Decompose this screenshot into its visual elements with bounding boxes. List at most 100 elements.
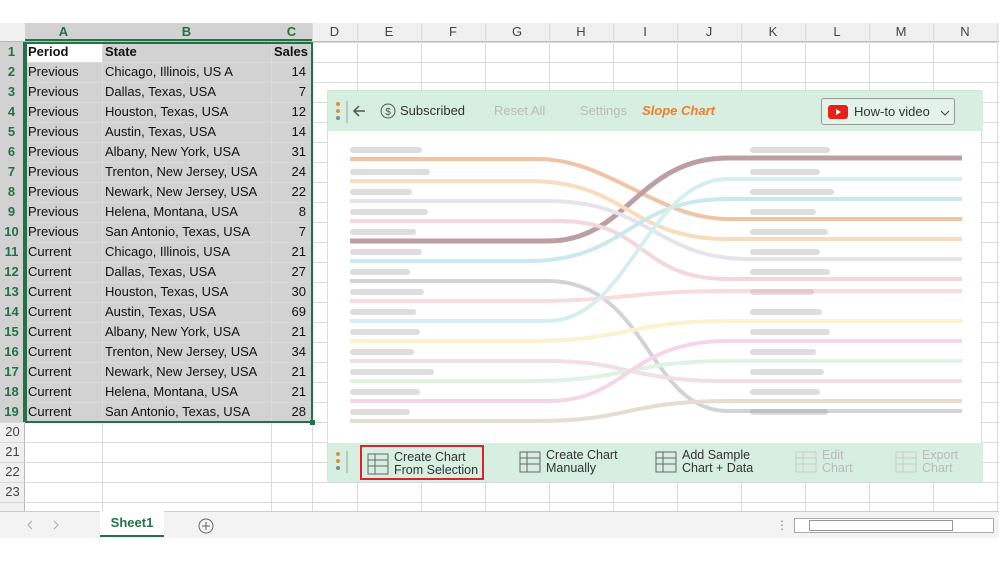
row-header[interactable]: 22 xyxy=(5,464,20,479)
column-header[interactable]: H xyxy=(576,24,586,39)
row-header[interactable]: 1 xyxy=(0,42,25,62)
action-label[interactable]: Chart xyxy=(922,461,953,475)
cell[interactable]: Period xyxy=(28,44,69,59)
cell[interactable]: Previous xyxy=(28,84,79,99)
action-button[interactable]: Create Chart From Selection xyxy=(360,445,484,480)
cell[interactable]: Albany, New York, USA xyxy=(105,324,240,339)
cell[interactable]: Dallas, Texas, USA xyxy=(105,264,217,279)
row-header[interactable]: 21 xyxy=(5,444,20,459)
cell[interactable]: 69 xyxy=(291,304,306,319)
row-header[interactable]: 20 xyxy=(5,424,20,439)
cell[interactable]: Austin, Texas, USA xyxy=(105,304,217,319)
column-header[interactable]: K xyxy=(768,24,778,39)
cell[interactable]: Current xyxy=(28,244,72,259)
cell[interactable]: Previous xyxy=(28,104,79,119)
cell[interactable]: Austin, Texas, USA xyxy=(105,124,217,139)
cell[interactable]: San Antonio, Texas, USA xyxy=(105,404,251,419)
cell[interactable]: Previous xyxy=(28,144,79,159)
tab-nav[interactable] xyxy=(24,520,64,530)
reset-all[interactable]: Reset All xyxy=(494,103,546,118)
cell[interactable]: Helena, Montana, USA xyxy=(105,384,238,399)
column-header[interactable]: B xyxy=(102,23,271,41)
subscribed[interactable]: Subscribed xyxy=(400,103,466,118)
cell[interactable]: Current xyxy=(28,404,72,419)
row-header[interactable]: 16 xyxy=(0,342,25,362)
cell[interactable]: Chicago, Illinois, USA xyxy=(105,244,230,259)
row-header[interactable]: 13 xyxy=(0,282,25,302)
cell[interactable]: 7 xyxy=(298,224,306,239)
cell[interactable]: 14 xyxy=(291,64,306,79)
row-header[interactable]: 7 xyxy=(0,162,25,182)
cell[interactable]: 21 xyxy=(291,244,306,259)
cell[interactable]: 34 xyxy=(291,344,306,359)
cell[interactable]: 28 xyxy=(291,404,306,419)
row-header[interactable]: 17 xyxy=(0,362,25,382)
cell[interactable]: 27 xyxy=(291,264,306,279)
cell[interactable]: Current xyxy=(28,304,72,319)
cell[interactable]: Previous xyxy=(28,164,79,179)
action-label[interactable]: From Selection xyxy=(394,463,479,477)
cell[interactable]: Trenton, New Jersey, USA xyxy=(105,344,258,359)
cell[interactable]: Current xyxy=(28,364,72,379)
row-header[interactable]: 3 xyxy=(0,82,25,102)
row-header[interactable]: 2 xyxy=(0,62,25,82)
cell[interactable]: San Antonio, Texas, USA xyxy=(105,224,251,239)
cell[interactable]: Current xyxy=(28,344,72,359)
column-header[interactable]: M xyxy=(895,24,907,39)
cell[interactable]: Previous xyxy=(28,204,79,219)
cell[interactable]: 21 xyxy=(291,364,306,379)
video-label[interactable]: How-to video xyxy=(854,104,930,119)
action-label[interactable]: Create Chart xyxy=(394,450,466,464)
column-header[interactable]: C xyxy=(271,23,312,41)
settings[interactable]: Settings xyxy=(580,103,627,118)
row-header[interactable]: 23 xyxy=(5,484,20,499)
column-header[interactable]: E xyxy=(384,24,394,39)
column-header[interactable]: J xyxy=(705,24,713,39)
row-header[interactable]: 12 xyxy=(0,262,25,282)
cell[interactable]: 7 xyxy=(298,84,306,99)
cell[interactable]: 12 xyxy=(291,104,306,119)
action-label[interactable]: Export xyxy=(922,448,959,462)
action-label[interactable]: Create Chart xyxy=(546,448,618,462)
action-label[interactable]: Edit xyxy=(822,448,844,462)
h-scrollbar[interactable] xyxy=(794,518,994,533)
row-header[interactable]: 4 xyxy=(0,102,25,122)
cell[interactable]: Houston, Texas, USA xyxy=(105,284,229,299)
row-header[interactable]: 11 xyxy=(0,242,25,262)
row-header[interactable]: 14 xyxy=(0,302,25,322)
action-label[interactable]: Manually xyxy=(546,461,597,475)
cell[interactable]: Newark, New Jersey, USA xyxy=(105,184,258,199)
column-header[interactable]: G xyxy=(511,24,523,39)
cell[interactable]: Trenton, New Jersey, USA xyxy=(105,164,258,179)
action-label[interactable]: Chart xyxy=(822,461,853,475)
sheet-tab[interactable]: Sheet1 xyxy=(100,511,164,537)
cell[interactable]: Current xyxy=(28,284,72,299)
cell[interactable]: State xyxy=(105,44,137,59)
cell[interactable]: 21 xyxy=(291,324,306,339)
column-header[interactable]: N xyxy=(960,24,970,39)
column-header[interactable]: L xyxy=(833,24,841,39)
cell[interactable]: Chicago, Illinois, US A xyxy=(105,64,233,79)
cell[interactable]: Previous xyxy=(28,124,79,139)
action-button[interactable]: Add Sample Chart + Data xyxy=(650,445,770,480)
row-header[interactable]: 9 xyxy=(0,202,25,222)
cell[interactable]: Helena, Montana, USA xyxy=(105,204,238,219)
cell[interactable]: Houston, Texas, USA xyxy=(105,104,229,119)
cell[interactable]: Previous xyxy=(28,184,79,199)
row-header[interactable]: 5 xyxy=(0,122,25,142)
cell[interactable]: 30 xyxy=(291,284,306,299)
action-label[interactable]: Add Sample xyxy=(682,448,751,462)
row-header[interactable]: 6 xyxy=(0,142,25,162)
cell[interactable]: 31 xyxy=(291,144,306,159)
column-header[interactable]: A xyxy=(25,23,102,41)
column-header[interactable]: F xyxy=(449,24,457,39)
cell[interactable]: Previous xyxy=(28,64,79,79)
action-button[interactable]: Export Chart xyxy=(890,445,999,480)
cell[interactable]: 21 xyxy=(291,384,306,399)
cell[interactable]: Current xyxy=(28,264,72,279)
row-header[interactable]: 19 xyxy=(0,402,25,422)
cell[interactable]: Previous xyxy=(28,224,79,239)
cell[interactable]: Current xyxy=(28,324,72,339)
cell[interactable]: Current xyxy=(28,384,72,399)
cell[interactable]: Newark, New Jersey, USA xyxy=(105,364,258,379)
